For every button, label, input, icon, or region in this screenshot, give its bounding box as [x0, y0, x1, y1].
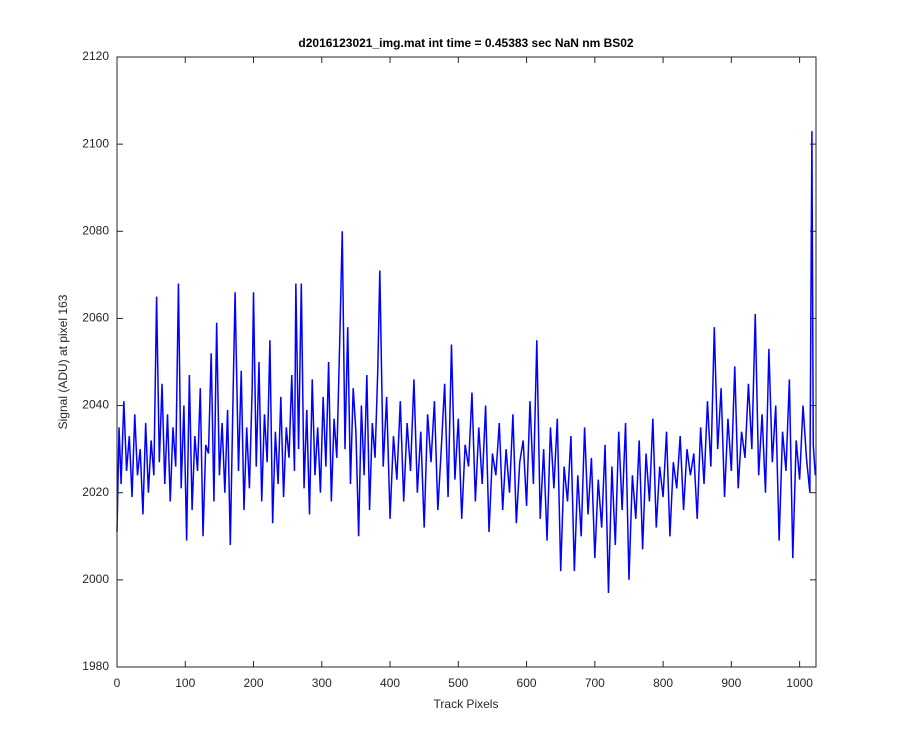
y-tick-label: 2080 [82, 223, 109, 237]
x-tick-label: 900 [721, 676, 741, 690]
x-axis-label: Track Pixels [434, 697, 499, 711]
y-axis-label: Signal (ADU) at pixel 163 [56, 294, 70, 429]
x-tick-label: 700 [585, 676, 605, 690]
x-tick-label: 500 [448, 676, 468, 690]
y-tick-label: 2120 [82, 49, 109, 63]
data-line [116, 131, 817, 593]
y-tick-label: 2060 [82, 311, 109, 325]
y-tick-label: 2000 [82, 572, 109, 586]
x-tick-label: 0 [114, 676, 121, 690]
y-tick-label: 2020 [82, 485, 109, 499]
x-tick-label: 400 [380, 676, 400, 690]
x-tick-label: 200 [244, 676, 264, 690]
x-tick-label: 600 [517, 676, 537, 690]
y-tick-label: 2100 [82, 136, 109, 150]
x-tick-label: 800 [653, 676, 673, 690]
plot-frame [116, 56, 817, 668]
y-tick-label: 1980 [82, 659, 109, 673]
x-tick-label: 300 [312, 676, 332, 690]
x-tick-label: 100 [175, 676, 195, 690]
x-tick-label: 1000 [786, 676, 813, 690]
y-tick-label: 2040 [82, 398, 109, 412]
chart-title: d2016123021_img.mat int time = 0.45383 s… [298, 36, 634, 50]
